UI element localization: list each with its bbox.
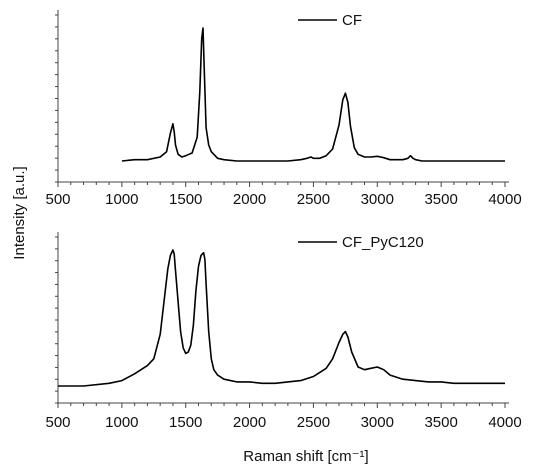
x-tick-label: 3500 [424, 414, 457, 431]
top-panel: 500 1000 1500 2000 2500 3000 3500 4000 CF [45, 10, 522, 208]
legend-label: CF_PyC120 [342, 234, 424, 251]
x-tick-label: 1000 [105, 414, 138, 431]
x-tick-label: 1500 [169, 414, 202, 431]
series-line-cf_pyc120 [58, 249, 505, 387]
x-tick-label: 2500 [297, 414, 330, 431]
bottom-panel: 500 1000 1500 2000 2500 3000 3500 4000 CF_PyC120 [45, 232, 522, 431]
x-tick-label: 2000 [233, 191, 266, 208]
x-tick-label: 500 [45, 191, 70, 208]
x-tick-label: 4000 [488, 191, 521, 208]
legend-label: CF [342, 12, 362, 29]
x-tick-label: 4000 [488, 414, 521, 431]
x-tick-label: 1500 [169, 191, 202, 208]
x-tick-label: 3500 [424, 191, 457, 208]
x-tick-label: 2500 [297, 191, 330, 208]
x-tick-label: 3000 [361, 414, 394, 431]
x-tick-label: 2000 [233, 414, 266, 431]
x-tick-label: 1000 [105, 191, 138, 208]
y-axis-title: Intensity [a.u.] [11, 166, 28, 259]
series-line-cf [121, 27, 505, 162]
x-tick-label: 500 [45, 414, 70, 431]
x-tick-label: 3000 [361, 191, 394, 208]
x-axis-title: Raman shift [cm⁻¹] [243, 448, 368, 465]
